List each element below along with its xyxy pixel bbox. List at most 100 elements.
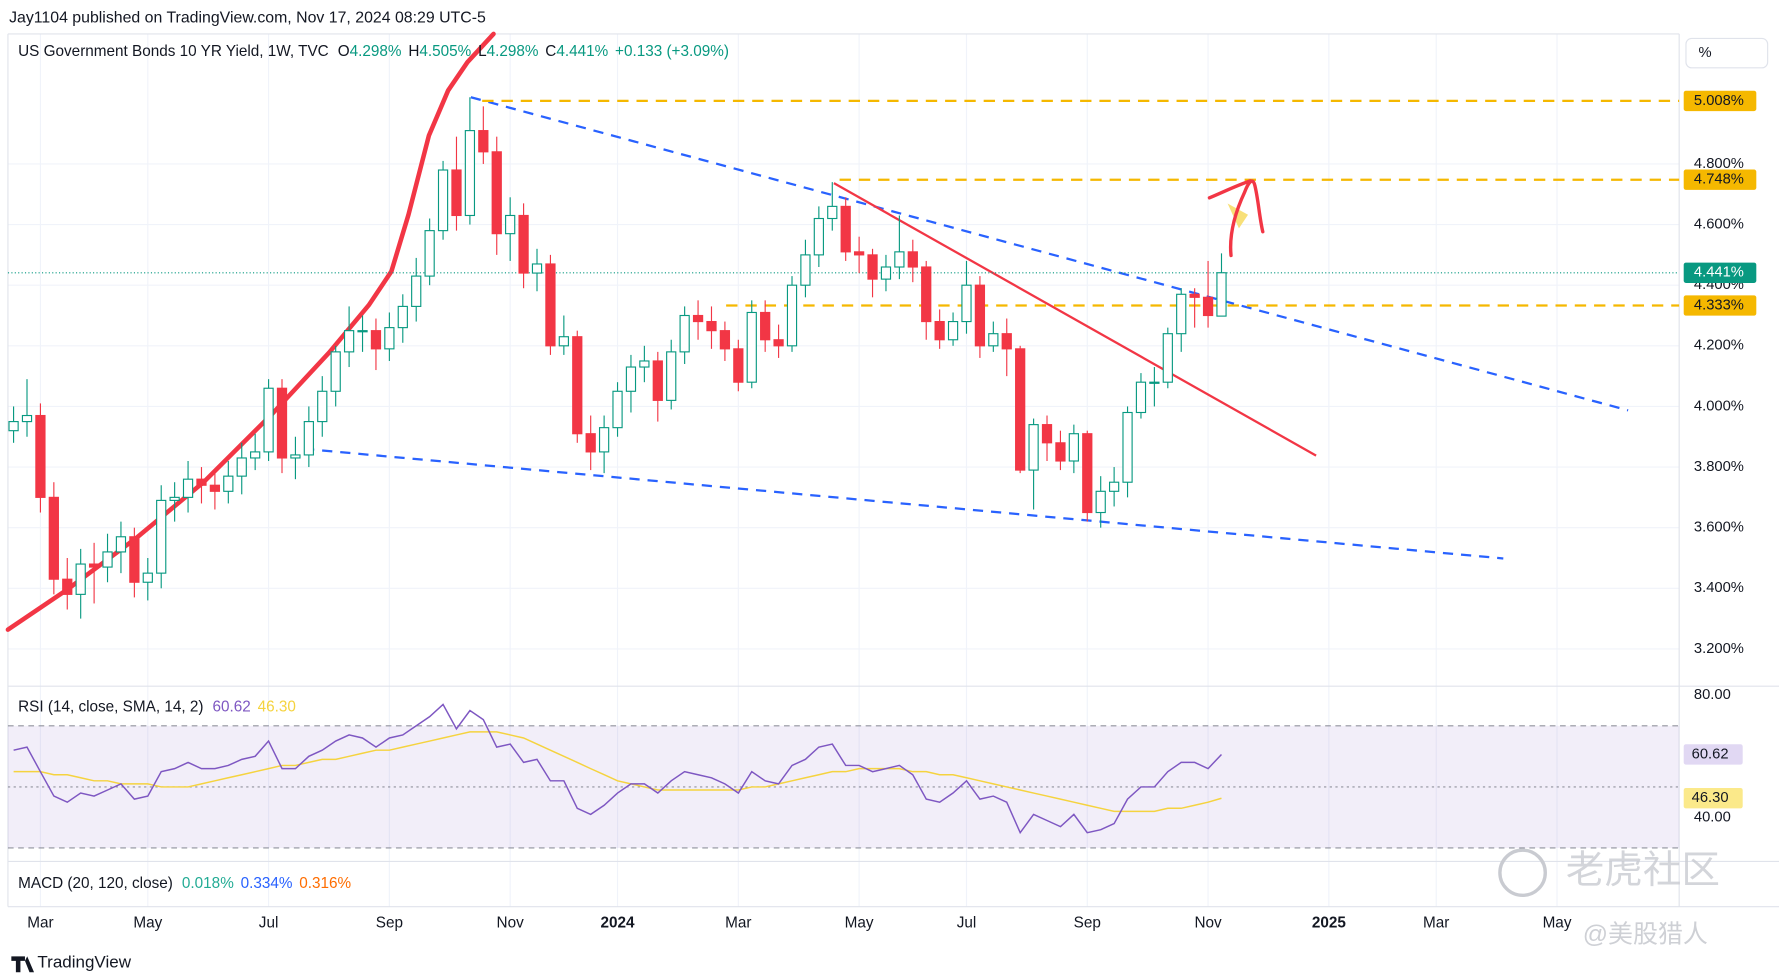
candle-body	[598, 427, 610, 453]
ohlc-value: 4.505%	[419, 43, 471, 60]
y-tick-label: 4.000%	[1694, 398, 1744, 414]
x-tick-label: Jul	[259, 915, 279, 932]
ohlc-value: 4.441%	[556, 43, 608, 60]
annotation-arrow-head	[1207, 179, 1252, 200]
candle-body	[397, 305, 408, 329]
candle-body	[290, 454, 301, 459]
candle-body	[894, 251, 905, 268]
rsi-value-label-box	[1683, 744, 1743, 765]
change-value: +0.133 (+3.09%)	[615, 43, 729, 60]
candle-body	[988, 333, 999, 347]
axis-labels: Mar May Jul Sep Nov 2024 Mar May Jul Sep Nov 2025 Ma…	[27, 90, 1757, 932]
x-tick-label: May	[845, 915, 874, 932]
candle-body	[719, 330, 731, 350]
candle-body	[62, 578, 73, 595]
candle-body	[585, 433, 596, 453]
ohlc-value: 4.298%	[350, 43, 402, 60]
candle-body	[263, 387, 274, 453]
candle-body	[1068, 433, 1079, 462]
trend-line-red	[833, 182, 1317, 457]
levels	[7, 99, 1680, 307]
candle-body	[692, 314, 704, 323]
candle-body	[451, 169, 462, 217]
ohlc-key: L	[478, 43, 487, 60]
ohlc-key: C	[545, 43, 556, 60]
x-tick-label: 2024	[601, 915, 636, 932]
x-tick-label: Sep	[376, 915, 403, 932]
candle-body	[276, 387, 288, 459]
candle-body	[921, 266, 932, 323]
candle-body	[115, 536, 127, 553]
candle-body	[625, 366, 637, 392]
candle-body	[1055, 442, 1066, 462]
candle-body	[1082, 433, 1093, 514]
candle-body	[236, 457, 247, 477]
ohlc-key: O	[338, 43, 350, 60]
candle-body	[75, 563, 86, 595]
candle-body	[679, 314, 690, 353]
macd-title: MACD (20, 120, close)	[18, 875, 173, 892]
watermark: 老虎社区	[1566, 849, 1720, 892]
trend-line-upper	[470, 96, 1629, 412]
candle-body	[1216, 272, 1227, 317]
rsi-line	[13, 703, 1223, 835]
candle-body	[102, 551, 113, 568]
candle-body	[652, 360, 663, 401]
x-tick-label: Mar	[725, 915, 751, 932]
rsi-legend-sma: 46.30	[258, 699, 296, 716]
last-price-label-box	[1683, 262, 1757, 283]
candle-body	[746, 311, 757, 383]
candle-body	[947, 320, 959, 341]
rsi-pane	[7, 703, 1680, 849]
candle-body	[1015, 348, 1026, 471]
candle-body	[384, 327, 395, 350]
rsi-title: RSI (14, close, SMA, 14, 2)	[18, 699, 203, 716]
candle-body	[572, 336, 583, 435]
rsi-tick-label: 80.00	[1694, 687, 1731, 703]
candle-body	[706, 320, 717, 332]
candle-body	[853, 251, 865, 256]
x-tick-label: Nov	[1194, 915, 1222, 932]
rsi-legend: RSI (14, close, SMA, 14, 2) 60.62 46.30	[18, 699, 296, 716]
level-label-box	[1683, 295, 1757, 316]
candle-body	[880, 266, 892, 280]
candle-body	[478, 130, 489, 153]
candle-body	[209, 484, 221, 492]
candle-body	[156, 499, 167, 574]
candle-body	[1135, 381, 1147, 414]
candle-body	[773, 339, 784, 347]
candle-body	[142, 572, 153, 583]
candle-body	[1202, 296, 1214, 317]
candles	[8, 97, 1227, 619]
logo-text: TradingView	[37, 953, 131, 972]
rsi-sma-label: 46.30	[1692, 790, 1729, 806]
candle-body	[733, 348, 744, 383]
candle-body	[840, 205, 851, 253]
level-label-box	[1683, 90, 1757, 112]
y-tick-label: 4.600%	[1694, 216, 1744, 232]
candle-body	[424, 230, 435, 277]
candle-body	[1176, 293, 1187, 335]
level-label: 5.008%	[1694, 93, 1744, 109]
candle-body	[1108, 481, 1120, 492]
candle-body	[317, 390, 328, 423]
candle-body	[35, 414, 46, 498]
x-tick-label: Mar	[27, 915, 53, 932]
candle-body	[558, 336, 569, 347]
x-tick-label: May	[1543, 915, 1572, 932]
y-tick-label: 3.600%	[1694, 520, 1744, 536]
x-tick-label: 2025	[1312, 915, 1347, 932]
candle-body	[974, 284, 986, 347]
unit-button[interactable]	[1685, 37, 1769, 69]
rsi-legend-value: 60.62	[213, 699, 251, 716]
highlight	[1227, 203, 1249, 229]
candle-body	[1162, 333, 1173, 383]
candle-body	[370, 330, 382, 350]
candle-body	[8, 421, 19, 432]
candle-body	[1041, 424, 1053, 444]
x-tick-label: Nov	[497, 915, 525, 932]
candle-body	[343, 330, 355, 353]
candle-body	[48, 496, 59, 580]
ohlc-key: H	[408, 43, 419, 60]
candle-body	[437, 169, 449, 232]
